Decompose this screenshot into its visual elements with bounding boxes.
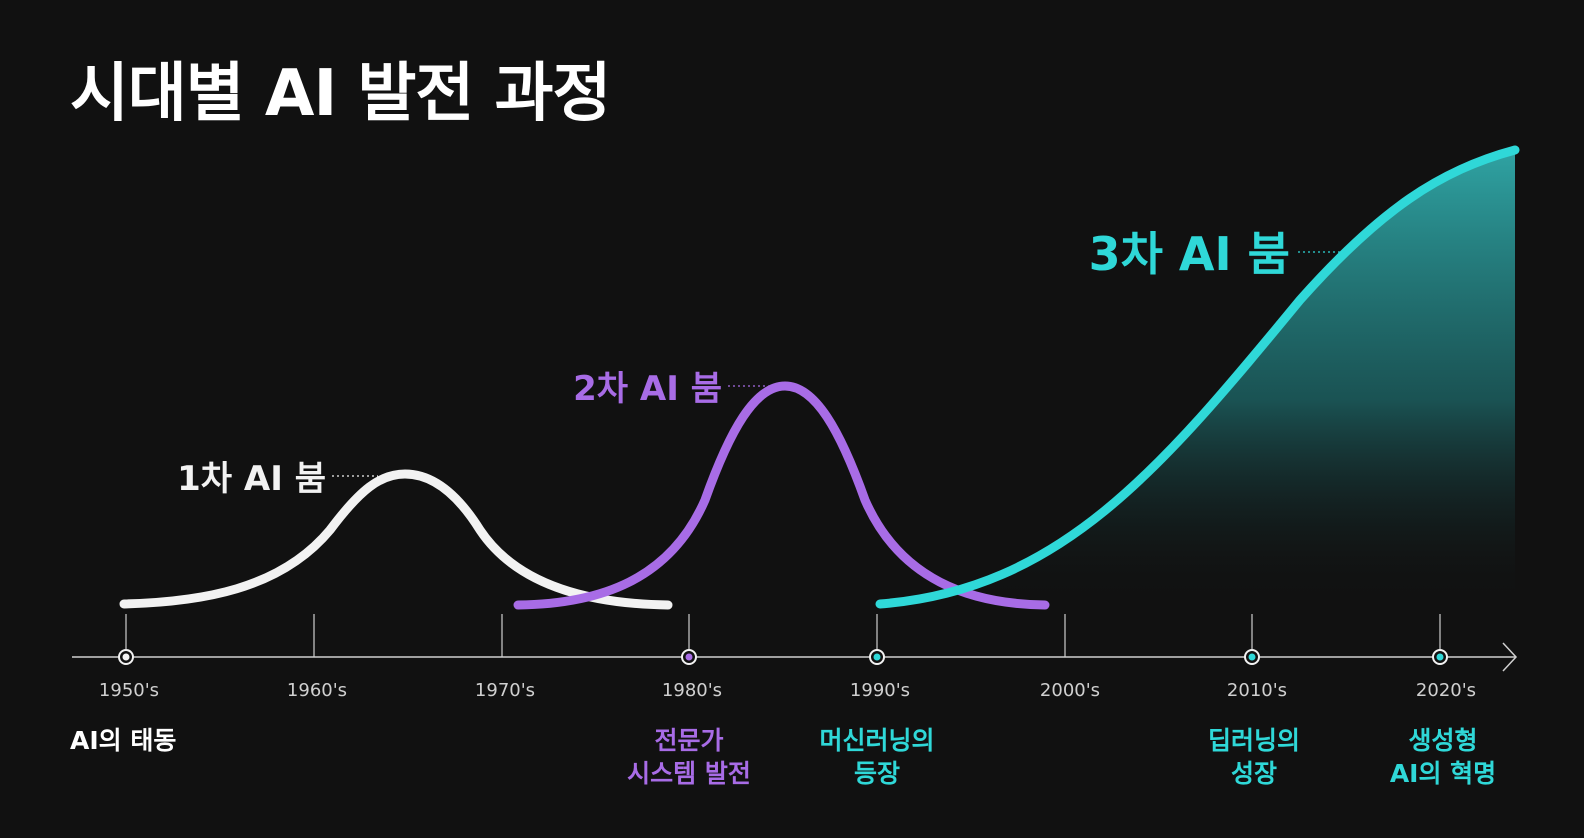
milestone-line: 머신러닝의 <box>819 726 935 755</box>
decade-label-1980: 1980's <box>662 680 722 701</box>
page-title: 시대별 AI 발전 과정 <box>70 57 611 131</box>
decade-label-1990: 1990's <box>850 680 910 701</box>
milestone-line: 성장 <box>1230 759 1277 788</box>
milestone-line: AI의 혁명 <box>1389 759 1497 788</box>
milestone-line: AI의 태동 <box>70 726 177 755</box>
decade-labels: 1950's 1960's 1970's 1980's 1990's 2000'… <box>99 680 1476 701</box>
milestone-generative-ai: 생성형 AI의 혁명 <box>1343 724 1543 790</box>
marker-1950 <box>118 649 134 665</box>
decade-label-2010: 2010's <box>1227 680 1287 701</box>
third-boom-area <box>880 150 1515 604</box>
second-boom-curve <box>513 381 1050 610</box>
marker-1980 <box>681 649 697 665</box>
milestone-machine-learning: 머신러닝의 등장 <box>777 724 977 790</box>
milestone-markers <box>118 649 1448 665</box>
milestone-ai-birth: AI의 태동 <box>70 724 176 757</box>
third-boom-curve <box>875 145 1520 609</box>
timeline-arrow-icon <box>1502 642 1518 672</box>
milestone-line: 시스템 발전 <box>627 759 751 788</box>
milestone-line: 딥러닝의 <box>1207 726 1300 755</box>
milestone-deep-learning: 딥러닝의 성장 <box>1154 724 1354 790</box>
milestone-expert-systems: 전문가 시스템 발전 <box>589 724 789 790</box>
decade-ticks <box>125 614 1441 657</box>
marker-2020 <box>1432 649 1448 665</box>
decade-label-2000: 2000's <box>1040 680 1100 701</box>
decade-label-1960: 1960's <box>287 680 347 701</box>
first-boom-curve <box>119 469 673 610</box>
milestone-line: 전문가 <box>654 726 724 755</box>
milestone-line: 등장 <box>853 759 900 788</box>
decade-label-1950: 1950's <box>99 680 159 701</box>
decade-label-2020: 2020's <box>1416 680 1476 701</box>
marker-1990 <box>869 649 885 665</box>
decade-label-1970: 1970's <box>475 680 535 701</box>
first-boom-label: 1차 AI 붐 <box>177 459 326 499</box>
third-boom-label: 3차 AI 붐 <box>1089 227 1290 281</box>
milestone-line: 생성형 <box>1408 726 1478 755</box>
marker-2010 <box>1244 649 1260 665</box>
second-boom-label: 2차 AI 붐 <box>573 369 722 409</box>
